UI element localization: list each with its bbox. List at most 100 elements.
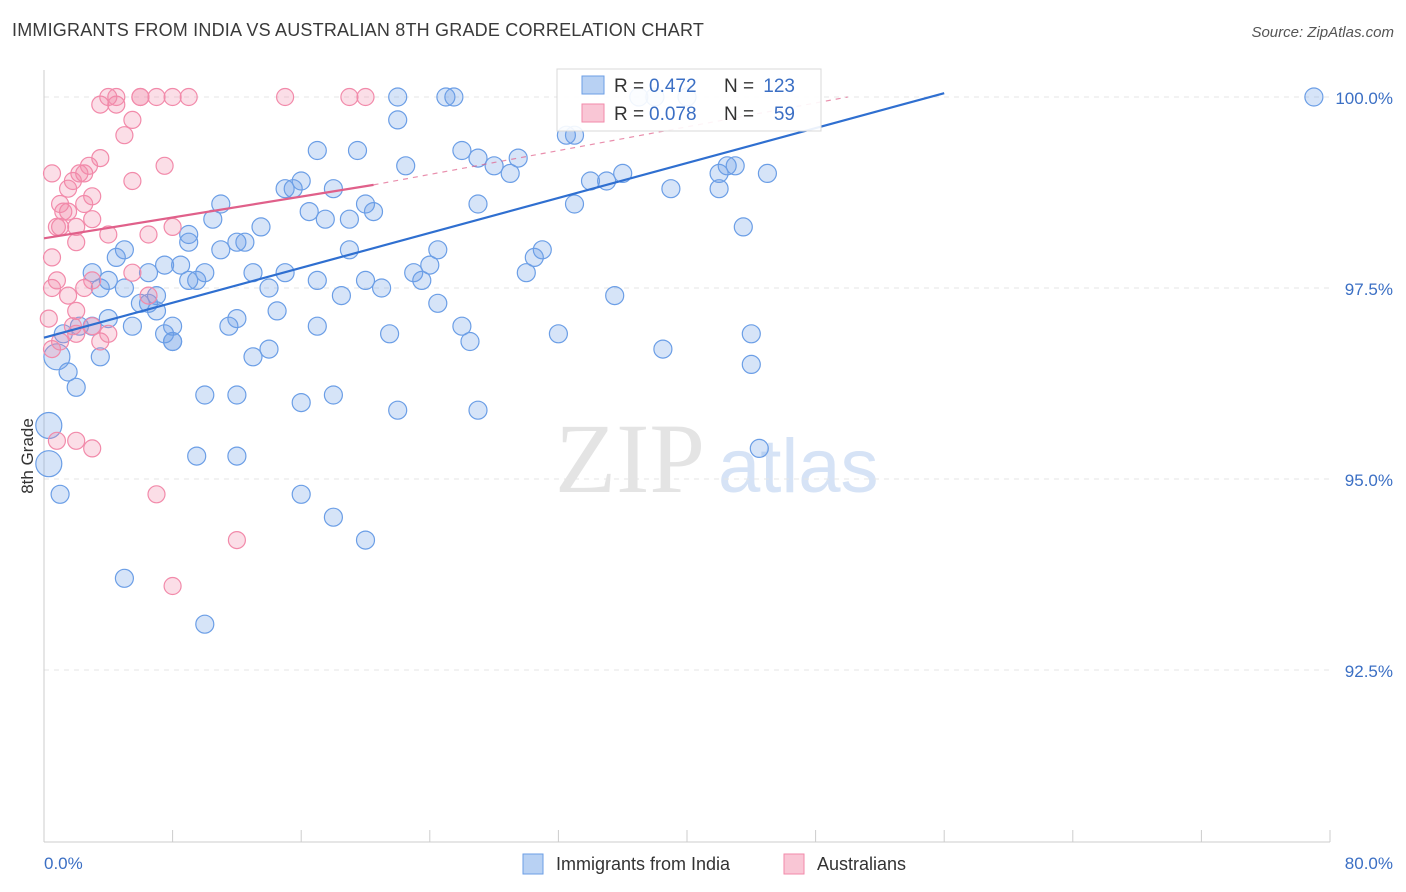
australians-point-6 [67, 217, 86, 236]
australians-point-14 [107, 95, 126, 114]
legend-r-value-australians: 0.078 [649, 104, 697, 125]
india-point-110 [82, 263, 102, 283]
india-point-78 [605, 286, 625, 306]
india-point-79 [613, 163, 633, 183]
india-point-50 [363, 202, 384, 222]
india-point-68 [508, 148, 528, 168]
india-point-15 [122, 316, 142, 336]
series-legend-label-australians[interactable]: Australians [817, 854, 906, 874]
australians-point-50 [91, 95, 110, 114]
india-point-89 [733, 217, 753, 237]
australians-point-21 [155, 156, 174, 175]
series-legend-swatch-australians[interactable] [783, 853, 805, 875]
series-legend-swatch-india[interactable] [522, 853, 544, 875]
australians-point-30 [58, 286, 78, 305]
grid-lines [44, 96, 1330, 671]
india-point-24 [179, 232, 199, 252]
legend-n-value-india: 123 [763, 76, 795, 97]
australians-point-33 [83, 271, 102, 290]
x-tick-label-min: 0.0% [44, 854, 83, 873]
australians-point-55 [131, 87, 150, 107]
india-point-100 [388, 400, 408, 420]
india-point-29 [219, 316, 239, 336]
australians-point-37 [147, 485, 166, 504]
india-point-61 [444, 87, 464, 107]
australians-point-19 [139, 225, 158, 244]
australians-point-44 [83, 210, 102, 229]
india-point-48 [347, 140, 368, 161]
india-point-42 [307, 270, 327, 290]
india-point-91 [741, 324, 761, 344]
australians-trend-line [43, 183, 374, 240]
australians-point-12 [91, 149, 110, 168]
india-point-85 [709, 163, 729, 183]
australians-point-36 [83, 439, 102, 458]
india-point-114 [179, 224, 199, 245]
india-point-25 [187, 270, 207, 290]
india-point-62 [452, 140, 472, 161]
india-point-82 [653, 339, 673, 359]
india-point-92 [749, 438, 769, 458]
india-point-54 [388, 87, 408, 107]
india-point-44 [315, 209, 335, 229]
india-point-57 [412, 270, 432, 290]
australians-point-20 [147, 87, 166, 107]
india-point-109 [1304, 87, 1324, 107]
india-point-19 [155, 324, 175, 344]
india-point-69 [516, 263, 536, 283]
india-point-9 [90, 347, 110, 367]
australians-point-42 [356, 87, 375, 107]
india-point-93 [757, 163, 778, 183]
y-tick-label-97-5: 97.5% [1345, 280, 1393, 299]
australians-point-17 [123, 171, 142, 191]
india-point-97 [227, 385, 247, 405]
india-point-51 [372, 278, 392, 298]
india-point-115 [211, 240, 231, 260]
legend-n-label-india: N = [724, 76, 754, 97]
australians-point-23 [163, 217, 182, 236]
series-legend-label-india[interactable]: Immigrants from India [556, 854, 731, 874]
india-point-26 [195, 263, 215, 283]
legend-n-label-australians: N = [724, 104, 754, 125]
chart-source: Source: ZipAtlas.com [1251, 24, 1394, 41]
india-point-12 [106, 247, 126, 267]
india-point-95 [163, 331, 183, 352]
chart-title: IMMIGRANTS FROM INDIA VS AUSTRALIAN 8TH … [12, 20, 705, 40]
india-point-3 [43, 343, 71, 371]
india-point-105 [355, 530, 376, 550]
australians-point-40 [276, 87, 295, 107]
x-ticks [43, 830, 1331, 842]
india-trend-line [43, 92, 945, 339]
india-point-13 [114, 240, 135, 260]
india-point-1 [35, 450, 63, 478]
india-point-4 [58, 362, 78, 382]
india-point-113 [155, 255, 175, 275]
australians-point-15 [115, 126, 134, 145]
india-point-122 [339, 209, 359, 229]
india-point-71 [532, 240, 552, 260]
australians-point-0 [39, 309, 58, 328]
correlation-legend: R = 0.472 N = 123 R = 0.078 N = 59 [556, 68, 822, 132]
y-tick-label-100-0: 100.0% [1335, 89, 1393, 108]
india-point-86 [717, 156, 737, 176]
india-point-55 [396, 156, 416, 176]
india-point-31 [227, 232, 247, 252]
australians-point-39 [163, 576, 182, 596]
australians-point-31 [67, 301, 86, 320]
y-axis-title: 8th Grade [18, 418, 37, 494]
india-point-49 [355, 194, 376, 214]
australians-point-45 [99, 225, 118, 244]
india-point-106 [291, 484, 311, 504]
india-point-22 [171, 255, 191, 275]
india-point-116 [243, 347, 263, 367]
india-point-87 [709, 179, 729, 199]
legend-r-value-india: 0.472 [649, 76, 697, 97]
legend-r-label-india: R = [614, 76, 644, 97]
australians-point-29 [99, 324, 118, 343]
australians-point-53 [54, 202, 73, 221]
india-point-96 [195, 385, 215, 405]
australians-point-51 [75, 194, 94, 214]
india-point-23 [179, 270, 199, 290]
y-tick-label-92-5: 92.5% [1345, 662, 1393, 681]
